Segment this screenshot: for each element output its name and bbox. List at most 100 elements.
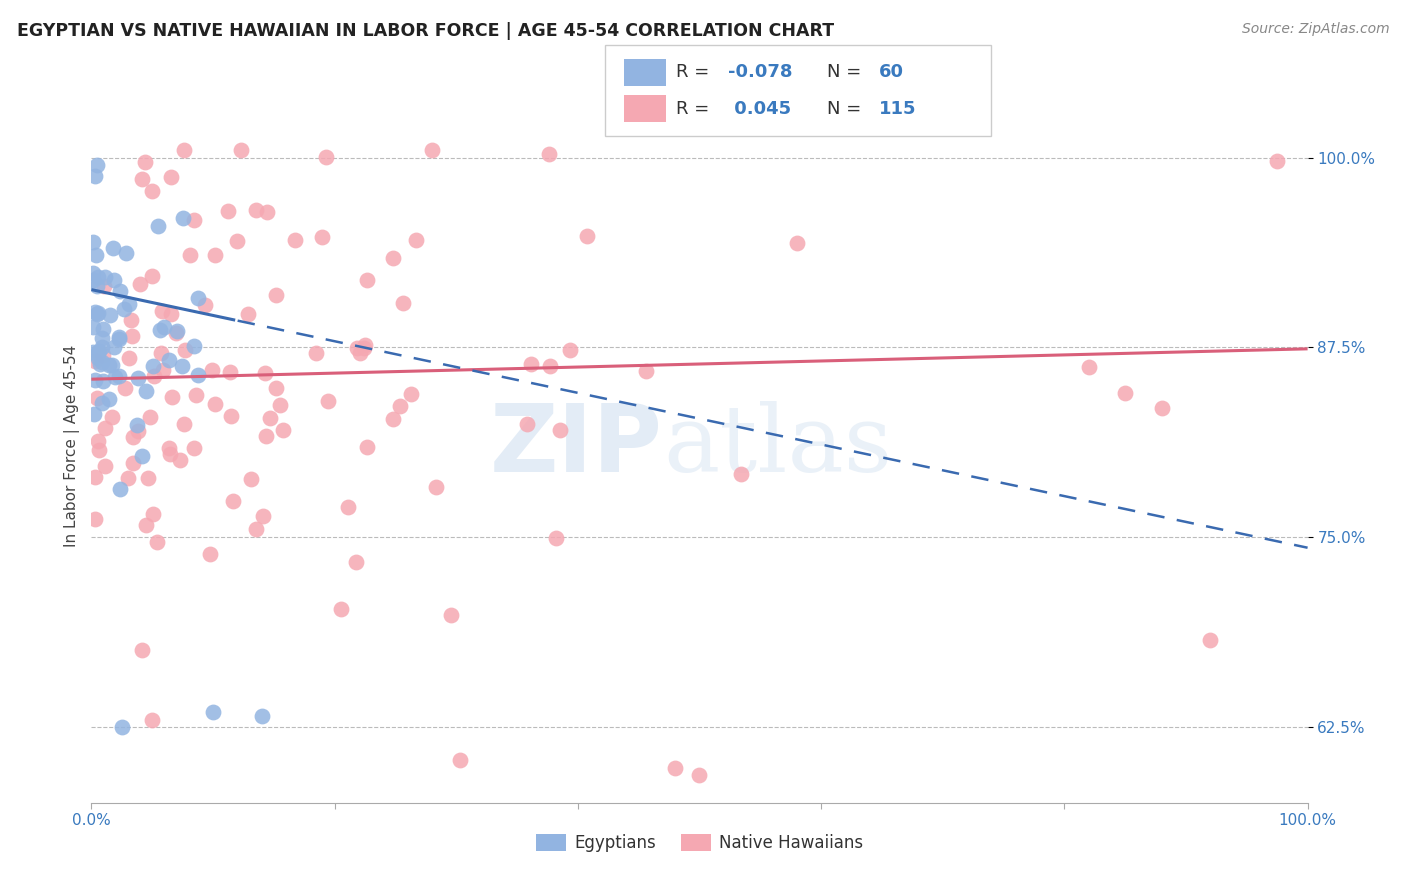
Point	[150, 345, 173, 359]
Point	[160, 169, 183, 184]
Point	[82, 320, 104, 334]
Point	[222, 494, 245, 508]
Point	[107, 332, 129, 346]
Point	[349, 346, 371, 360]
Point	[101, 358, 124, 372]
Point	[405, 233, 427, 247]
Point	[315, 149, 337, 163]
Point	[1199, 633, 1222, 648]
Point	[256, 205, 278, 219]
Text: EGYPTIAN VS NATIVE HAWAIIAN IN LABOR FORCE | AGE 45-54 CORRELATION CHART: EGYPTIAN VS NATIVE HAWAIIAN IN LABOR FOR…	[17, 22, 834, 40]
Point	[86, 158, 108, 172]
Point	[218, 365, 240, 379]
Point	[284, 233, 307, 247]
Point	[1150, 401, 1173, 415]
Point	[127, 424, 149, 438]
Point	[91, 348, 114, 362]
Point	[84, 372, 107, 386]
Point	[84, 512, 107, 526]
Text: N =: N =	[827, 63, 866, 81]
Point	[104, 370, 127, 384]
Point	[250, 709, 273, 723]
Point	[87, 305, 110, 319]
Point	[225, 234, 247, 248]
Point	[103, 240, 125, 254]
Point	[84, 354, 107, 368]
Point	[120, 313, 142, 327]
Point	[305, 346, 328, 360]
Point	[87, 442, 110, 457]
Point	[202, 705, 225, 719]
Point	[94, 421, 117, 435]
Point	[183, 339, 205, 353]
Point	[264, 381, 287, 395]
Point	[271, 423, 294, 437]
Point	[546, 531, 568, 545]
Point	[157, 441, 180, 455]
Point	[170, 359, 193, 374]
Point	[98, 308, 121, 322]
Point	[121, 430, 143, 444]
Point	[82, 345, 104, 359]
Point	[141, 268, 163, 283]
Point	[159, 447, 181, 461]
Point	[118, 297, 141, 311]
Point	[1114, 385, 1136, 400]
Point	[114, 381, 136, 395]
Point	[264, 288, 287, 302]
Point	[173, 143, 195, 157]
Point	[139, 410, 162, 425]
Text: atlas: atlas	[664, 401, 893, 491]
Point	[108, 330, 131, 344]
Text: 0.045: 0.045	[728, 100, 792, 118]
Point	[730, 467, 752, 481]
Point	[259, 411, 281, 425]
Point	[135, 518, 157, 533]
Point	[217, 203, 239, 218]
Point	[344, 555, 367, 569]
Point	[318, 394, 340, 409]
Point	[129, 277, 152, 292]
Point	[131, 172, 153, 186]
Point	[354, 338, 377, 352]
Point	[516, 417, 538, 431]
Point	[162, 390, 184, 404]
Point	[134, 155, 156, 169]
Point	[125, 418, 148, 433]
Point	[90, 396, 112, 410]
Point	[381, 412, 404, 426]
Point	[194, 298, 217, 312]
Point	[82, 266, 104, 280]
Point	[93, 278, 115, 293]
Point	[183, 213, 205, 227]
Point	[159, 307, 181, 321]
Point	[201, 362, 224, 376]
Point	[558, 343, 581, 358]
Point	[131, 643, 153, 657]
Point	[94, 269, 117, 284]
Point	[121, 456, 143, 470]
Point	[538, 147, 561, 161]
Point	[311, 229, 333, 244]
Point	[86, 278, 108, 293]
Point	[121, 329, 143, 343]
Point	[169, 453, 191, 467]
Point	[550, 423, 572, 437]
Point	[179, 248, 201, 262]
Point	[634, 364, 657, 378]
Point	[98, 359, 121, 373]
Point	[86, 392, 108, 406]
Point	[97, 392, 120, 407]
Text: R =: R =	[676, 63, 716, 81]
Text: N =: N =	[827, 100, 866, 118]
Point	[356, 273, 378, 287]
Point	[229, 143, 252, 157]
Point	[115, 246, 138, 260]
Point	[388, 400, 411, 414]
Point	[204, 248, 226, 262]
Point	[87, 351, 110, 365]
Point	[135, 384, 157, 398]
Point	[84, 248, 107, 262]
Point	[91, 355, 114, 369]
Point	[141, 359, 163, 373]
